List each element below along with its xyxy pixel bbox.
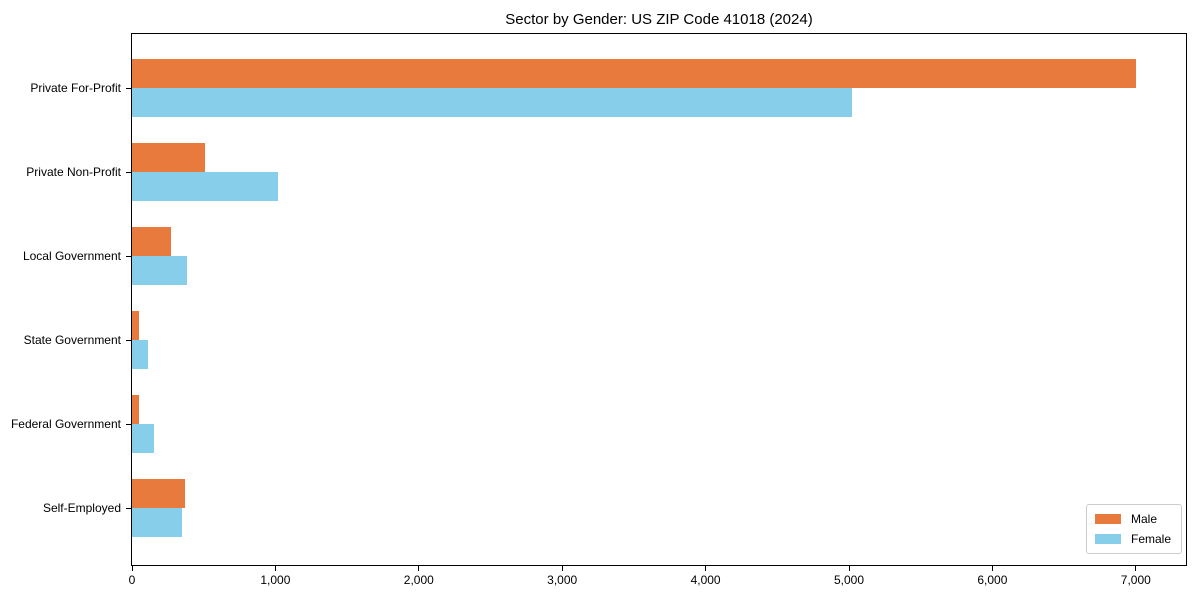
bar-male-federal-government <box>132 395 139 424</box>
y-tick-label-private-for-profit: Private For-Profit <box>30 81 121 95</box>
y-tick-label-private-non-profit: Private Non-Profit <box>26 165 121 179</box>
x-tick-mark <box>274 566 276 571</box>
x-tick-label: 6,000 <box>977 573 1008 587</box>
bar-female-private-non-profit <box>132 172 279 201</box>
chart-title: Sector by Gender: US ZIP Code 41018 (202… <box>505 11 813 28</box>
x-tick-label: 1,000 <box>260 573 291 587</box>
x-tick-mark <box>1135 566 1137 571</box>
y-tick-label-local-government: Local Government <box>22 249 121 263</box>
x-tick-label: 4,000 <box>690 573 721 587</box>
y-tick-mark <box>126 87 131 89</box>
legend-item-female: Female <box>1094 532 1171 546</box>
bar-female-federal-government <box>132 424 154 453</box>
y-tick-label-state-government: State Government <box>23 333 121 347</box>
legend-item-male: Male <box>1094 512 1171 526</box>
y-tick-mark <box>126 171 131 173</box>
y-tick-label-self-employed: Self-Employed <box>42 501 121 515</box>
x-tick-label: 2,000 <box>403 573 434 587</box>
y-tick-mark <box>126 507 131 509</box>
plot-area: Male Female 0 1,000 2,000 3,000 4,000 5,000 6,… <box>11 33 1187 587</box>
x-tick-mark <box>991 566 993 571</box>
female-legend-swatch-icon <box>1094 534 1121 544</box>
x-tick-mark <box>705 566 707 571</box>
x-tick-mark <box>561 566 563 571</box>
bar-male-self-employed <box>132 479 186 508</box>
legend-label-female: Female <box>1130 532 1171 546</box>
bar-female-self-employed <box>132 508 183 537</box>
x-tick-mark <box>848 566 850 571</box>
x-tick-label: 0 <box>128 573 136 587</box>
y-tick-mark <box>126 339 131 341</box>
bar-male-private-non-profit <box>132 143 206 172</box>
x-tick-mark <box>418 566 420 571</box>
x-tick-label: 7,000 <box>1120 573 1151 587</box>
x-tick-label: 5,000 <box>833 573 865 587</box>
y-tick-label-federal-government: Federal Government <box>10 417 121 431</box>
bar-female-private-for-profit <box>132 88 852 117</box>
y-tick-mark <box>126 255 131 257</box>
x-tick-label: 3,000 <box>547 573 578 587</box>
bar-female-state-government <box>132 340 148 369</box>
bar-female-local-government <box>132 256 188 285</box>
male-legend-swatch-icon <box>1094 514 1121 524</box>
bar-male-state-government <box>132 311 139 340</box>
y-tick-mark <box>126 423 131 425</box>
bar-male-private-for-profit <box>132 59 1136 88</box>
x-tick-mark <box>131 566 133 571</box>
legend: Male Female <box>1085 504 1182 554</box>
legend-label-male: Male <box>1130 512 1157 526</box>
bar-male-local-government <box>132 227 171 256</box>
